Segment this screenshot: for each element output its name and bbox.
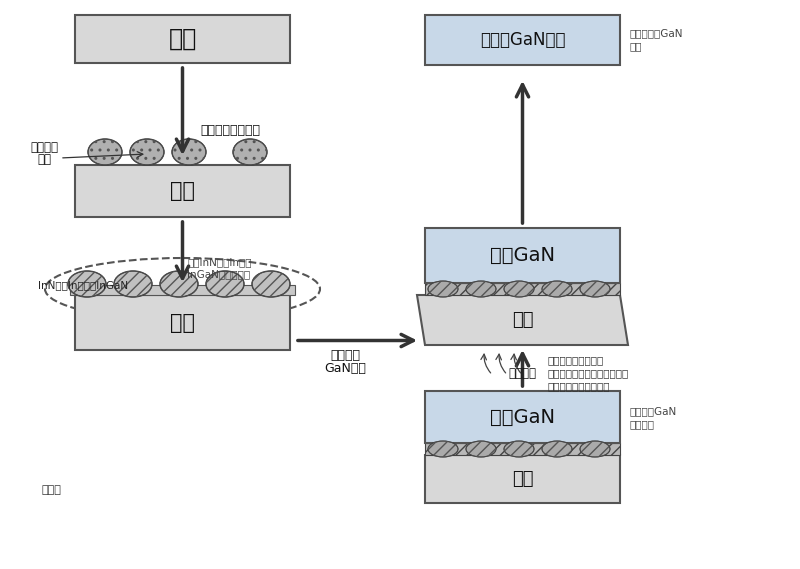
- Text: InGaN形成过渡层: InGaN形成过渡层: [187, 269, 250, 279]
- Bar: [75, 15, 290, 63]
- Bar: [70, 285, 295, 295]
- Text: 复合衬底: 复合衬底: [630, 419, 655, 429]
- Ellipse shape: [428, 441, 458, 457]
- Text: 化学腐蚀、机械研磨等: 化学腐蚀、机械研磨等: [547, 381, 610, 391]
- Ellipse shape: [68, 271, 106, 297]
- Text: 衬底: 衬底: [170, 312, 195, 332]
- Ellipse shape: [542, 281, 572, 297]
- Ellipse shape: [114, 271, 152, 297]
- Text: 衬底: 衬底: [512, 311, 534, 329]
- Polygon shape: [417, 295, 628, 345]
- Ellipse shape: [580, 441, 610, 457]
- Ellipse shape: [542, 441, 572, 457]
- Text: GaN材料: GaN材料: [324, 362, 366, 375]
- Text: 衬底分离技术：包括: 衬底分离技术：包括: [547, 355, 604, 365]
- Ellipse shape: [88, 139, 122, 165]
- Ellipse shape: [172, 139, 206, 165]
- Ellipse shape: [428, 281, 458, 297]
- Text: 碳纳米管: 碳纳米管: [30, 141, 58, 154]
- Ellipse shape: [233, 139, 267, 165]
- Bar: [425, 455, 620, 503]
- Bar: [75, 295, 290, 350]
- Ellipse shape: [580, 281, 610, 297]
- Ellipse shape: [504, 281, 534, 297]
- Text: 自支撑GaN衬底: 自支撑GaN衬底: [480, 31, 566, 49]
- Bar: [425, 228, 620, 283]
- Text: 衬底: 衬底: [168, 27, 197, 51]
- Text: 过渡层: 过渡层: [42, 485, 62, 495]
- Text: 衬底: 衬底: [170, 181, 195, 201]
- Text: 得到厚膜GaN: 得到厚膜GaN: [630, 406, 678, 416]
- Text: 阵列: 阵列: [37, 152, 51, 166]
- Bar: [425, 443, 620, 455]
- Text: 生长碳纳米管阵列: 生长碳纳米管阵列: [201, 123, 261, 137]
- Bar: [425, 391, 620, 443]
- Text: 得到自支撑GaN: 得到自支撑GaN: [630, 28, 683, 38]
- Bar: [75, 165, 290, 217]
- Ellipse shape: [252, 271, 290, 297]
- Text: InN或高In组分的InGaN: InN或高In组分的InGaN: [38, 280, 128, 290]
- Text: 厚膜GaN: 厚膜GaN: [490, 246, 555, 265]
- Text: 激光离析、热处理、自分离、: 激光离析、热处理、自分离、: [547, 368, 629, 378]
- Bar: [425, 283, 620, 295]
- Text: 厚膜GaN: 厚膜GaN: [490, 407, 555, 427]
- Ellipse shape: [466, 441, 496, 457]
- Ellipse shape: [160, 271, 198, 297]
- Ellipse shape: [130, 139, 164, 165]
- Text: 衬底: 衬底: [512, 470, 534, 488]
- Ellipse shape: [466, 281, 496, 297]
- Ellipse shape: [206, 271, 244, 297]
- Bar: [425, 15, 620, 65]
- Text: 衬底: 衬底: [630, 41, 642, 51]
- Text: 衬底分离: 衬底分离: [509, 366, 537, 380]
- Text: 生长厚膜: 生长厚膜: [330, 349, 360, 362]
- Ellipse shape: [504, 441, 534, 457]
- Text: 生长InN或高In组分: 生长InN或高In组分: [187, 257, 252, 267]
